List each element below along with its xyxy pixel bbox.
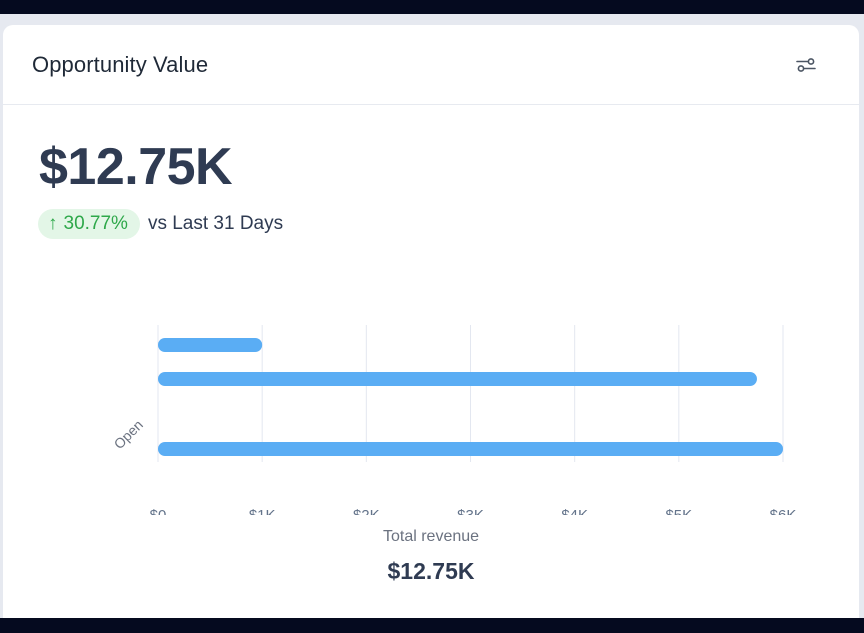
bar <box>158 372 757 386</box>
total-revenue-value: $12.75K <box>387 558 475 584</box>
x-tick-label: $4K <box>561 507 588 515</box>
x-tick-label: $2K <box>353 507 380 515</box>
delta-badge: ↑ 30.77% <box>38 209 140 239</box>
x-tick-label: $6K <box>770 507 797 515</box>
x-tick-label: $0 <box>150 507 167 515</box>
arrow-up-icon: ↑ <box>48 213 58 234</box>
card-header: Opportunity Value <box>3 25 859 105</box>
bar <box>158 442 783 456</box>
total-revenue-label: Total revenue <box>382 528 480 545</box>
revenue-bar-chart: $0 $1K $2K $3K $4K $5K $6K Open <box>111 325 797 515</box>
category-label: Open <box>111 417 147 453</box>
bar <box>158 338 263 352</box>
opportunity-value-card: Opportunity Value $12.75K ↑ 30.77% vs La… <box>3 25 859 618</box>
comparison-label: vs Last 31 Days <box>147 213 284 234</box>
card-title: Opportunity Value <box>32 52 209 77</box>
filter-button[interactable] <box>791 52 821 78</box>
x-tick-label: $5K <box>665 507 692 515</box>
delta-row: ↑ 30.77% vs Last 31 Days <box>38 209 283 239</box>
delta-percent: 30.77% <box>63 213 128 234</box>
x-tick-label: $1K <box>249 507 276 515</box>
metric-value: $12.75K <box>39 138 233 196</box>
x-tick-label: $3K <box>457 507 484 515</box>
filter-sliders-icon <box>796 58 816 72</box>
